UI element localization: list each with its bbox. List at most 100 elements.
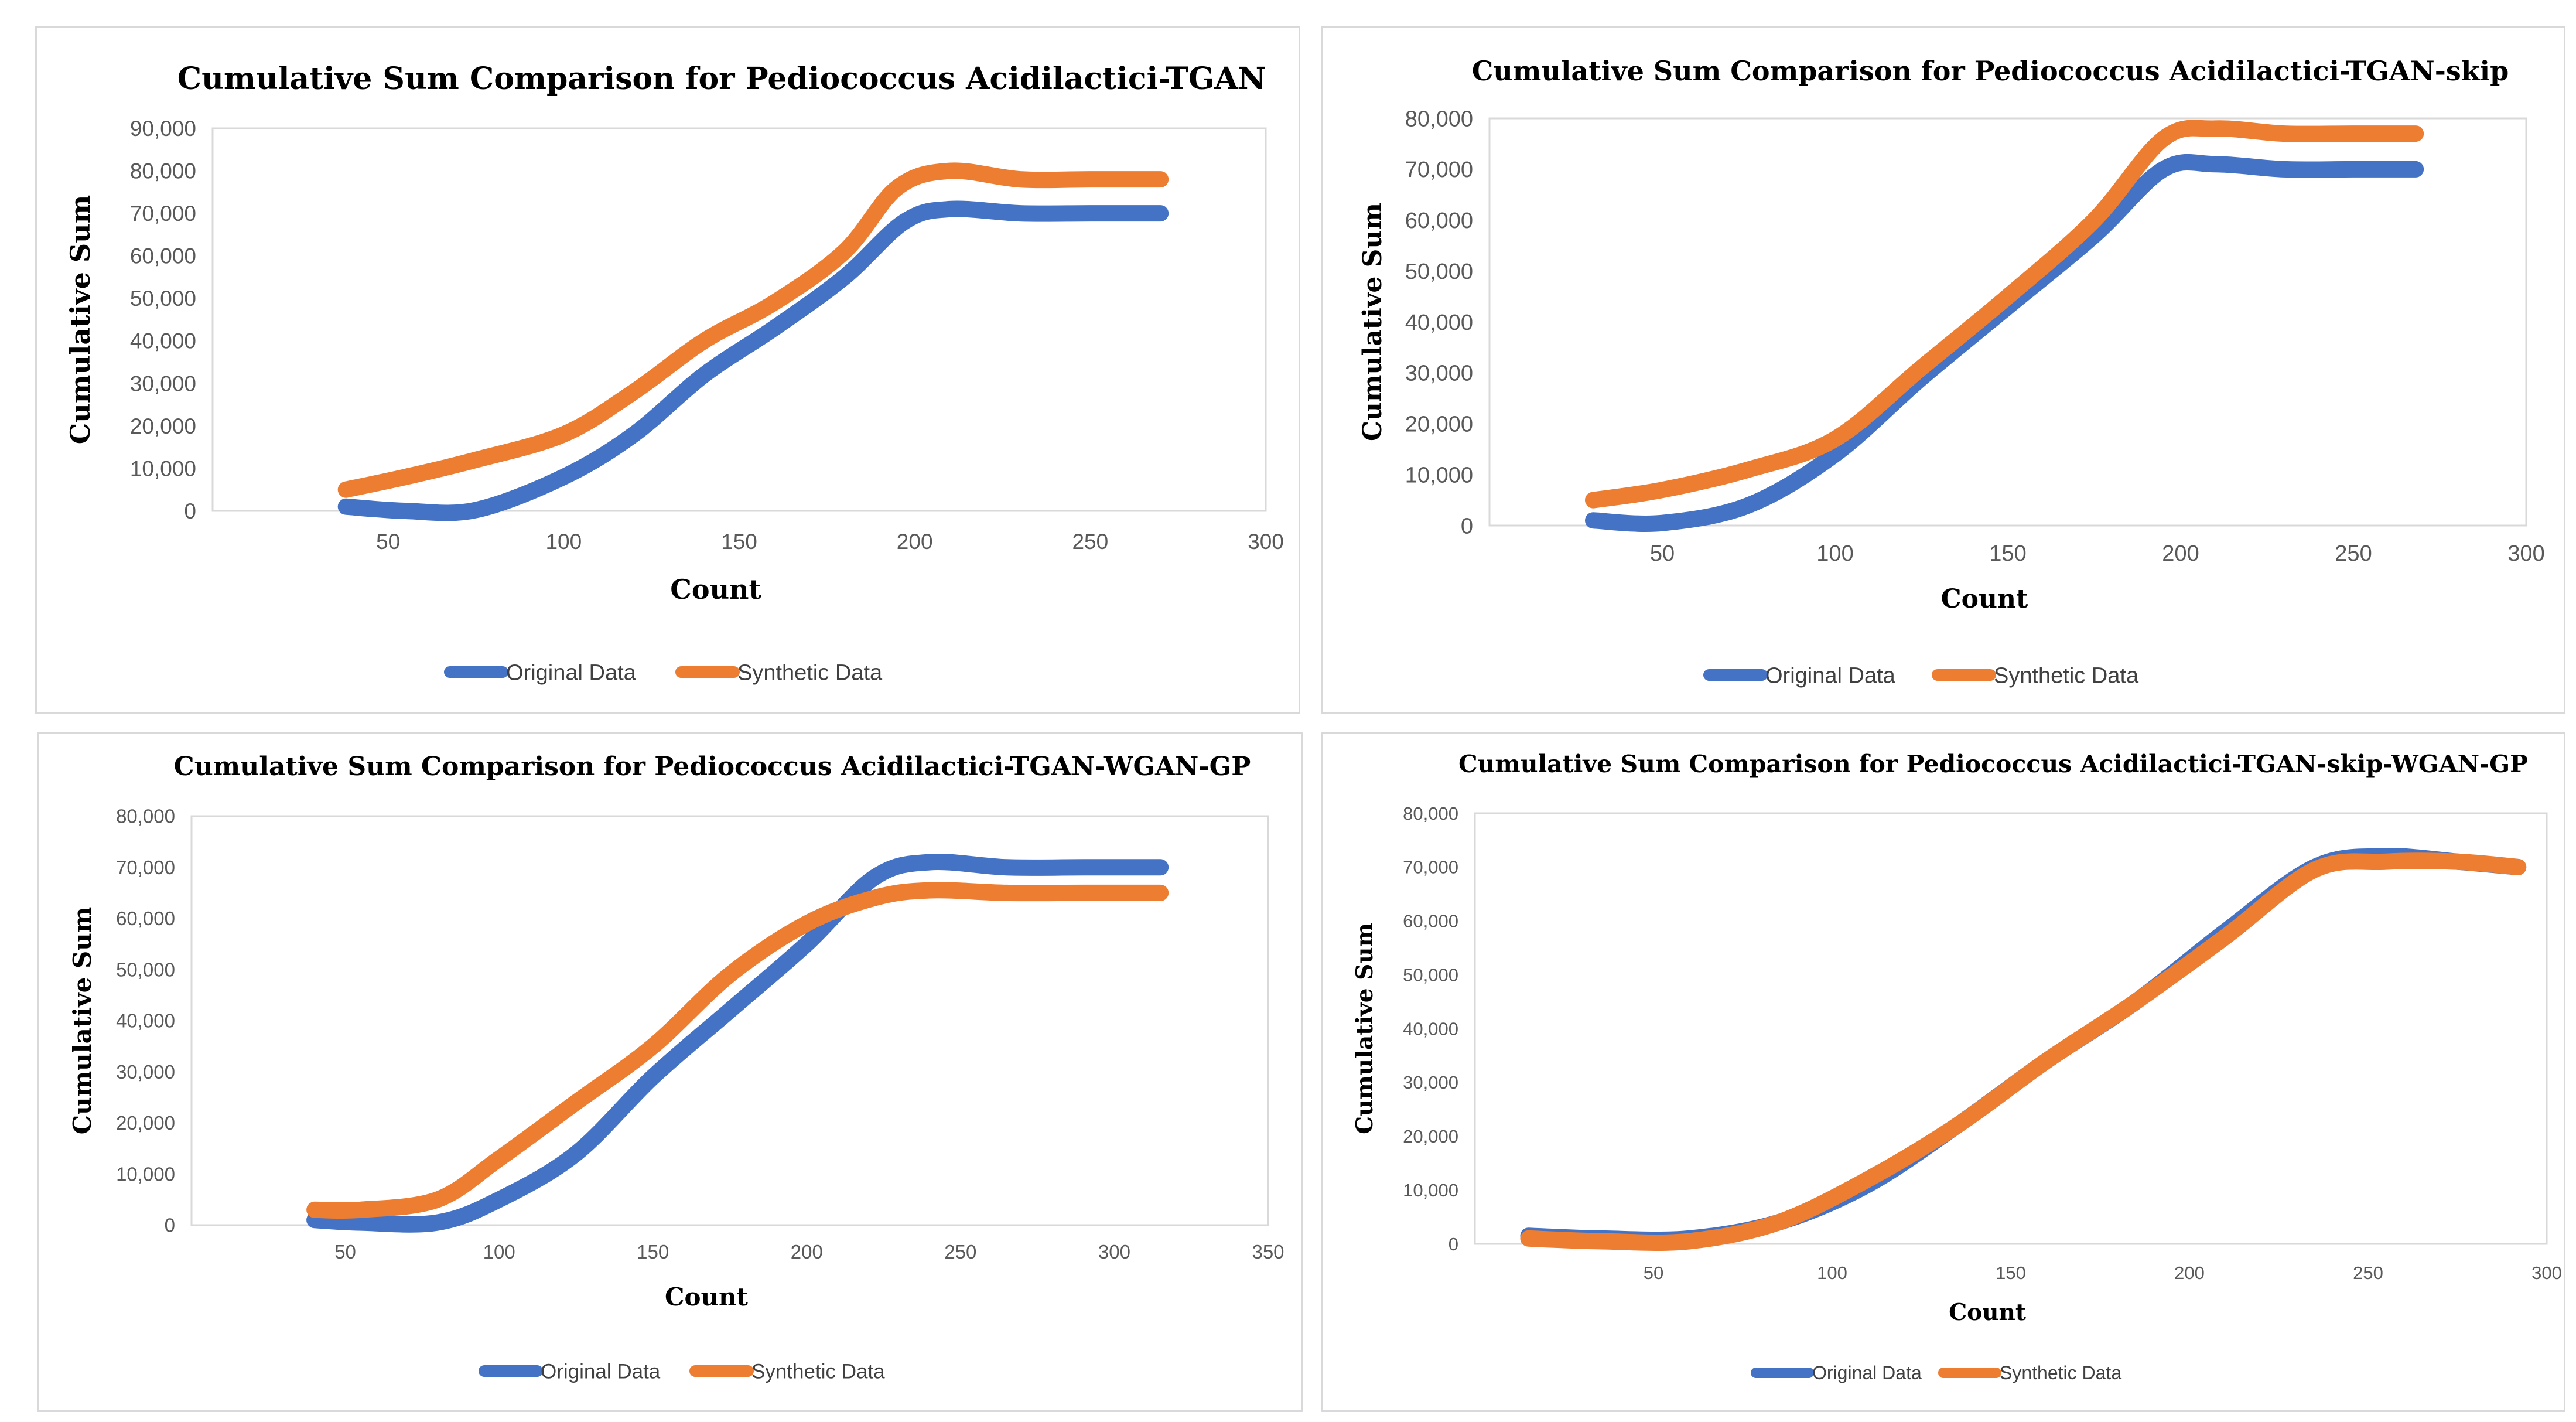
y-tick-label: 70,000	[1405, 158, 1473, 182]
y-tick-label: 70,000	[1403, 857, 1458, 878]
x-tick-label: 200	[2174, 1263, 2205, 1283]
y-axis-title: Cumulative Sum	[68, 907, 97, 1135]
plot-area	[211, 127, 1267, 512]
x-tick-label: 300	[1098, 1241, 1130, 1263]
chart-tgan-skip: Cumulative Sum Comparison for Pediococcu…	[1358, 55, 2545, 688]
y-tick-label: 40,000	[130, 329, 196, 353]
x-tick-label: 100	[483, 1241, 515, 1263]
y-tick-label: 80,000	[130, 159, 196, 183]
x-tick-label: 150	[721, 530, 757, 554]
legend-label: Original Data	[1765, 663, 1896, 688]
y-tick-label: 0	[165, 1215, 175, 1236]
y-tick-label: 0	[184, 499, 196, 523]
chart-panel-tgan-skip-wgan-gp: Cumulative Sum Comparison for Pediococcu…	[1321, 732, 2565, 1412]
legend-label: Synthetic Data	[1994, 663, 2139, 688]
y-tick-label: 20,000	[116, 1112, 175, 1134]
series-line-synthetic-data	[306, 882, 1169, 1219]
chart-panel-tgan-skip: Cumulative Sum Comparison for Pediococcu…	[1321, 26, 2565, 714]
x-tick-label: 100	[545, 530, 582, 554]
legend-item: Original Data	[1703, 663, 1896, 688]
x-tick-label: 300	[2507, 541, 2544, 566]
legend-label: Original Data	[541, 1360, 661, 1383]
y-tick-label: 20,000	[1405, 412, 1473, 437]
x-tick-label: 300	[2531, 1263, 2562, 1283]
chart-panel-tgan-wgan-gp: Cumulative Sum Comparison for Pediococcu…	[37, 732, 1303, 1412]
x-tick-label: 50	[376, 530, 400, 554]
y-tick-label: 50,000	[1403, 964, 1458, 985]
legend-item: Synthetic Data	[1938, 1362, 2121, 1383]
y-tick-label: 80,000	[1403, 803, 1458, 824]
x-tick-label: 250	[944, 1241, 976, 1263]
x-axis-title: Count	[1949, 1299, 2026, 1326]
y-tick-label: 90,000	[130, 117, 196, 141]
y-tick-label: 30,000	[130, 371, 196, 395]
y-tick-label: 10,000	[1403, 1180, 1458, 1201]
series-line-original-data	[337, 200, 1169, 521]
y-tick-label: 60,000	[1405, 209, 1473, 233]
legend-item: Original Data	[1751, 1362, 1922, 1383]
legend-item: Synthetic Data	[675, 660, 883, 685]
x-tick-label: 200	[897, 530, 933, 554]
legend-label: Original Data	[506, 660, 637, 685]
legend-item: Original Data	[444, 660, 637, 685]
y-tick-label: 70,000	[116, 857, 175, 878]
series-line-original-data	[306, 854, 1169, 1233]
chart-title: Cumulative Sum Comparison for Pediococcu…	[174, 752, 1251, 782]
chart-tgan: Cumulative Sum Comparison for Pediococcu…	[64, 61, 1284, 685]
x-tick-label: 100	[1816, 541, 1853, 566]
y-tick-label: 0	[1448, 1234, 1458, 1254]
y-tick-label: 30,000	[1405, 362, 1473, 386]
x-axis-title: Count	[1941, 584, 2028, 614]
y-tick-label: 10,000	[1405, 463, 1473, 487]
plot-area	[190, 815, 1269, 1226]
y-tick-label: 20,000	[130, 414, 196, 438]
y-tick-label: 50,000	[116, 959, 175, 980]
y-axis-title: Cumulative Sum	[64, 195, 96, 445]
x-tick-label: 250	[2335, 541, 2372, 566]
y-tick-label: 60,000	[130, 244, 196, 268]
x-tick-label: 150	[1989, 541, 2026, 566]
y-axis-title: Cumulative Sum	[1358, 203, 1388, 441]
x-tick-label: 350	[1252, 1241, 1284, 1263]
y-tick-label: 30,000	[116, 1061, 175, 1083]
x-tick-label: 200	[2162, 541, 2199, 566]
y-tick-label: 40,000	[1403, 1018, 1458, 1039]
plot-area	[1488, 117, 2527, 527]
series-line-synthetic-data	[337, 162, 1169, 498]
y-tick-label: 60,000	[1403, 911, 1458, 932]
y-tick-label: 10,000	[130, 456, 196, 480]
series-line-original-data	[1520, 848, 2527, 1249]
legend-label: Synthetic Data	[737, 660, 883, 685]
x-tick-label: 100	[1817, 1263, 1847, 1283]
x-tick-label: 50	[1650, 541, 1675, 566]
y-tick-label: 30,000	[1403, 1072, 1458, 1093]
chart-tgan-wgan-gp: Cumulative Sum Comparison for Pediococcu…	[68, 752, 1284, 1383]
x-tick-label: 150	[637, 1241, 669, 1263]
y-tick-label: 50,000	[1405, 260, 1473, 284]
legend-label: Synthetic Data	[2000, 1362, 2121, 1383]
y-tick-label: 40,000	[1405, 311, 1473, 335]
plot-area	[1474, 812, 2548, 1245]
y-tick-label: 10,000	[116, 1163, 175, 1185]
y-tick-label: 80,000	[116, 806, 175, 827]
series-line-synthetic-data	[1520, 852, 2527, 1251]
legend-item: Synthetic Data	[1932, 663, 2139, 688]
legend-item: Original Data	[479, 1360, 661, 1383]
y-tick-label: 20,000	[1403, 1126, 1458, 1147]
y-tick-label: 70,000	[130, 202, 196, 226]
y-tick-label: 50,000	[130, 287, 196, 311]
x-tick-label: 50	[334, 1241, 356, 1263]
y-tick-label: 0	[1461, 514, 1473, 538]
x-tick-label: 50	[1644, 1263, 1663, 1283]
chart-title: Cumulative Sum Comparison for Pediococcu…	[1472, 55, 2509, 87]
series-line-synthetic-data	[1585, 120, 2424, 509]
series-line-original-data	[1585, 154, 2424, 532]
x-tick-label: 150	[1996, 1263, 2026, 1283]
chart-panel-tgan: Cumulative Sum Comparison for Pediococcu…	[35, 26, 1300, 714]
y-tick-label: 60,000	[116, 908, 175, 929]
legend-label: Original Data	[1812, 1362, 1922, 1383]
legend-label: Synthetic Data	[751, 1360, 885, 1383]
y-axis-title: Cumulative Sum	[1351, 923, 1378, 1134]
chart-title: Cumulative Sum Comparison for Pediococcu…	[177, 61, 1266, 97]
legend-item: Synthetic Data	[689, 1360, 885, 1383]
